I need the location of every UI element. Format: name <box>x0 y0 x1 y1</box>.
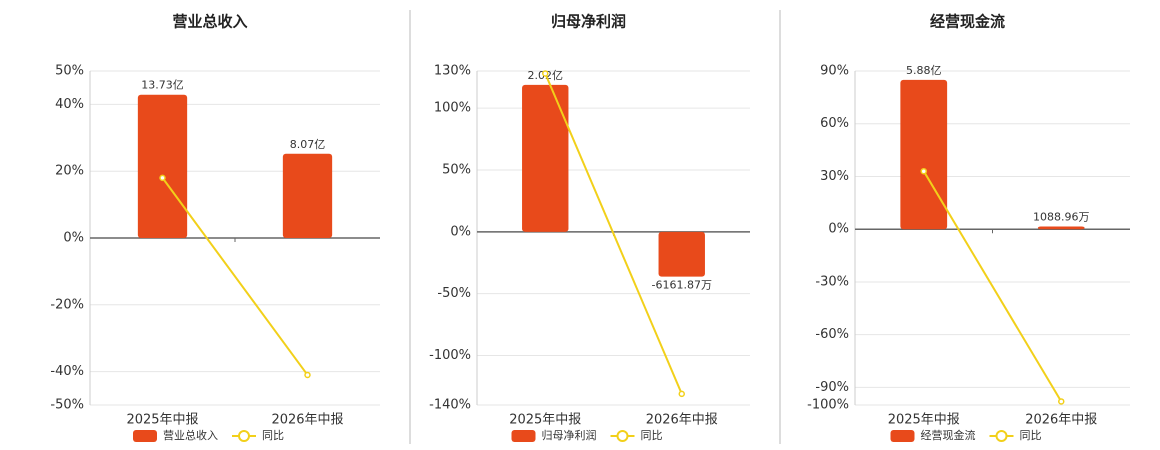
legend-marker <box>238 430 250 442</box>
y-tick-label: -30% <box>815 274 849 289</box>
bar <box>137 94 188 239</box>
y-tick-label: 90% <box>820 64 849 79</box>
y-tick-label: -40% <box>50 364 84 379</box>
y-tick-label: 50% <box>55 64 84 79</box>
line-point <box>304 371 311 379</box>
x-tick-label: 2025年中报 <box>509 413 581 428</box>
y-tick-label: 0% <box>450 224 471 239</box>
line <box>161 177 309 376</box>
bar <box>900 79 948 230</box>
bar <box>658 231 705 277</box>
y-tick-label: 50% <box>442 162 471 177</box>
y-tick-label: 30% <box>820 169 849 184</box>
value-label: 8.07亿 <box>290 138 326 151</box>
line-point <box>678 390 685 398</box>
line <box>922 170 1063 402</box>
y-tick-label: -140% <box>429 398 471 413</box>
legend-label: 归母净利润 <box>542 428 597 442</box>
legend-swatch <box>133 430 157 442</box>
bar <box>282 153 333 238</box>
y-tick-label: -20% <box>50 297 84 312</box>
value-label: -6161.87万 <box>652 279 712 292</box>
x-tick-label: 2026年中报 <box>1025 413 1097 428</box>
line-point <box>1058 398 1065 405</box>
bar <box>522 84 569 232</box>
x-tick-label: 2025年中报 <box>126 413 198 428</box>
line-point <box>920 167 927 175</box>
chart-title: 营业总收入 <box>172 13 247 31</box>
line <box>544 73 683 395</box>
legend-label: 同比 <box>1020 429 1042 442</box>
y-tick-label: 40% <box>55 97 84 112</box>
line-point <box>542 70 549 77</box>
value-label: 5.88亿 <box>906 64 942 77</box>
x-tick-label: 2026年中报 <box>646 413 718 428</box>
legend-marker <box>616 430 629 442</box>
x-tick-label: 2025年中报 <box>888 413 960 428</box>
legend-swatch <box>511 430 536 442</box>
y-tick-label: -60% <box>815 327 849 342</box>
y-tick-label: -50% <box>437 286 471 301</box>
value-label: 13.73亿 <box>141 79 184 92</box>
legend-label: 同比 <box>262 429 284 442</box>
y-tick-label: 130% <box>434 64 471 79</box>
chart-title: 经营现金流 <box>930 13 1005 31</box>
legend-marker <box>995 430 1008 442</box>
chart-title: 归母净利润 <box>551 13 626 31</box>
value-label: 1088.96万 <box>1033 210 1090 223</box>
line-point <box>159 174 166 182</box>
y-tick-label: 100% <box>434 101 471 116</box>
y-tick-label: -50% <box>50 398 84 413</box>
legend-swatch <box>890 430 915 442</box>
y-tick-label: -100% <box>429 348 471 363</box>
y-tick-label: 20% <box>55 164 84 179</box>
bar <box>1037 226 1085 230</box>
legend-label: 经营现金流 <box>921 428 976 442</box>
y-tick-label: -100% <box>807 398 849 413</box>
x-tick-label: 2026年中报 <box>271 413 343 428</box>
y-tick-label: 60% <box>820 116 849 131</box>
y-tick-label: -90% <box>815 380 849 395</box>
y-tick-label: 0% <box>828 222 849 237</box>
y-tick-label: 0% <box>63 231 84 246</box>
legend-label: 营业总收入 <box>163 428 218 442</box>
legend-label: 同比 <box>641 429 663 442</box>
